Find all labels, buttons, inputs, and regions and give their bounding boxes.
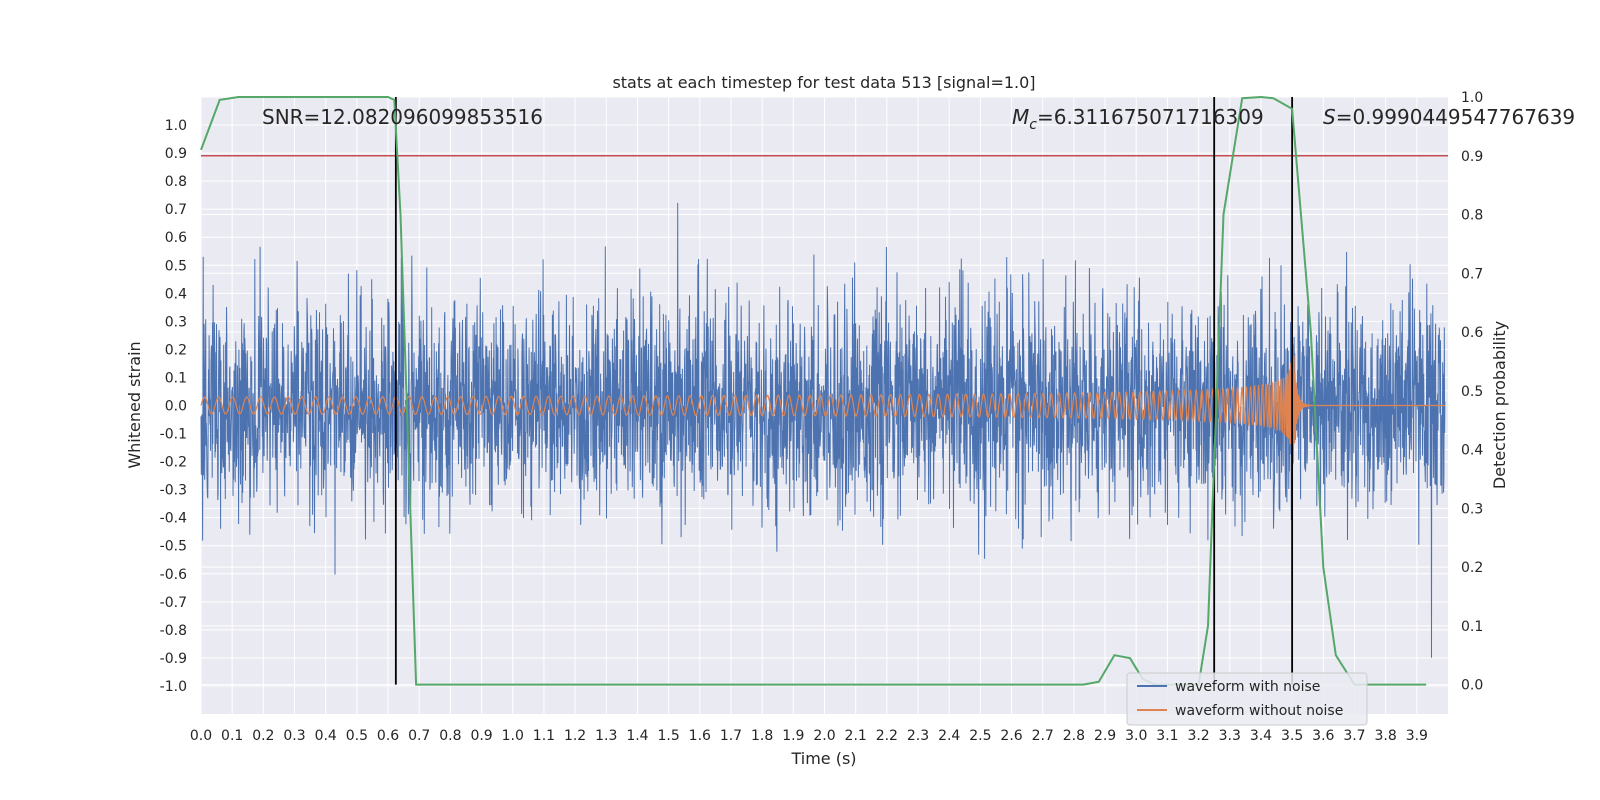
x-tick-label: 1.8 — [751, 728, 773, 744]
y-tick-label: 0.9 — [165, 146, 187, 162]
x-tick-label: 2.6 — [1000, 728, 1022, 744]
x-tick-label: 1.4 — [626, 728, 648, 744]
x-tick-label: 1.1 — [533, 728, 555, 744]
y2-tick-label: 0.9 — [1461, 149, 1483, 165]
y-tick-label: 0.5 — [165, 258, 187, 274]
x-tick-label: 0.7 — [408, 728, 430, 744]
y2-axis-label: Detection probability — [1490, 321, 1509, 489]
x-tick-label: 0.1 — [221, 728, 243, 744]
chirp-mass-subscript: c — [1029, 117, 1037, 133]
x-tick-label: 0.9 — [470, 728, 492, 744]
x-tick-label: 2.8 — [1063, 728, 1085, 744]
x-tick-label: 2.5 — [969, 728, 991, 744]
y-tick-label: -0.8 — [160, 623, 187, 639]
y-tick-label: 0.1 — [165, 370, 187, 386]
y-tick-label: 0.8 — [165, 174, 187, 190]
x-tick-label: 3.1 — [1156, 728, 1178, 744]
chirp-mass-value: =6.311675071716309 — [1037, 105, 1264, 129]
x-tick-label: 3.4 — [1250, 728, 1272, 744]
x-tick-label: 0.2 — [252, 728, 274, 744]
y2-tick-label: 1.0 — [1461, 90, 1483, 106]
x-tick-label: 2.3 — [907, 728, 929, 744]
y-tick-label: -0.1 — [160, 427, 187, 443]
chirp-mass-symbol: M — [1012, 105, 1029, 129]
x-tick-label: 2.2 — [876, 728, 898, 744]
y2-tick-label: 0.3 — [1461, 501, 1483, 517]
chirp-trace — [200, 344, 1445, 490]
x-tick-label: 0.6 — [377, 728, 399, 744]
y-tick-label: 0.6 — [165, 230, 187, 246]
legend-box — [1126, 672, 1368, 726]
x-tick-label: 3.6 — [1312, 728, 1334, 744]
x-tick-label: 3.7 — [1343, 728, 1365, 744]
y2-tick-label: 0.1 — [1461, 619, 1483, 635]
x-tick-label: 0.5 — [346, 728, 368, 744]
x-axis-label: Time (s) — [790, 749, 856, 768]
vertical-markers — [394, 97, 1294, 685]
y-tick-label: 0.0 — [165, 399, 187, 415]
y2-tick-label: 0.2 — [1461, 560, 1483, 576]
snr-annotation: SNR=12.082096099853516 — [262, 105, 543, 129]
y-tick-label: -0.6 — [160, 567, 187, 583]
y-tick-label: 0.2 — [165, 342, 187, 358]
y-tick-label: -1.0 — [160, 679, 187, 695]
x-tick-label: 0.4 — [315, 728, 337, 744]
x-tick-label: 2.4 — [938, 728, 960, 744]
y2-tick-label: 0.5 — [1461, 384, 1483, 400]
x-tick-labels: 0.0 0.1 0.2 0.3 0.4 0.5 0.6 0.7 0.8 0.9 1.0 1.1 1.2 1… — [190, 728, 1428, 744]
legend-label-noise: waveform with noise — [1175, 679, 1320, 695]
series-waveform-without-noise — [200, 344, 1445, 490]
y-tick-label: -0.3 — [160, 483, 187, 499]
x-tick-label: 3.5 — [1281, 728, 1303, 744]
chirp-mass-annotation: Mc=6.311675071716309 — [1012, 105, 1264, 133]
y2-tick-label: 0.4 — [1461, 443, 1483, 459]
x-tick-label: 1.7 — [720, 728, 742, 744]
x-tick-label: 0.0 — [190, 728, 212, 744]
x-tick-label: 1.0 — [502, 728, 524, 744]
x-tick-label: 3.9 — [1406, 728, 1428, 744]
x-tick-label: 1.5 — [657, 728, 679, 744]
x-tick-label: 1.9 — [782, 728, 804, 744]
score-symbol: S — [1323, 105, 1336, 129]
y-tick-label: -0.7 — [160, 595, 187, 611]
score-annotation: S=0.9990449547767639 — [1323, 105, 1575, 129]
legend: waveform with noise waveform without noi… — [1126, 672, 1368, 726]
y2-tick-label: 0.7 — [1461, 266, 1483, 282]
x-tick-label: 3.0 — [1125, 728, 1147, 744]
x-tick-label: 2.9 — [1094, 728, 1116, 744]
x-tick-label: 1.2 — [564, 728, 586, 744]
x-tick-label: 3.8 — [1375, 728, 1397, 744]
x-tick-label: 2.0 — [813, 728, 835, 744]
y-tick-label: 0.3 — [165, 314, 187, 330]
y-tick-label: -0.5 — [160, 539, 187, 555]
y2-tick-labels: 1.0 0.9 0.8 0.7 0.6 0.5 0.4 0.3 0.2 0.1 0.0 — [1461, 90, 1483, 694]
y-tick-label: -0.2 — [160, 455, 187, 471]
x-tick-label: 1.3 — [595, 728, 617, 744]
score-value: =0.9990449547767639 — [1336, 105, 1575, 129]
y2-tick-label: 0.6 — [1461, 325, 1483, 341]
x-tick-label: 2.1 — [845, 728, 867, 744]
x-tick-label: 0.3 — [283, 728, 305, 744]
x-tick-label: 3.3 — [1219, 728, 1241, 744]
x-tick-label: 3.2 — [1187, 728, 1209, 744]
x-tick-label: 2.7 — [1032, 728, 1054, 744]
x-tick-label: 1.6 — [689, 728, 711, 744]
y-tick-label: 0.7 — [165, 202, 187, 218]
x-tick-label: 0.8 — [439, 728, 461, 744]
y-tick-label: -0.4 — [160, 511, 187, 527]
y-tick-label: 1.0 — [165, 118, 187, 134]
chart-title: stats at each timestep for test data 513… — [612, 73, 1035, 92]
y-tick-labels: 1.0 0.9 0.8 0.7 0.6 0.5 0.4 0.3 0.2 0.1 0.0 -0.1 -0.… — [160, 118, 187, 695]
y-tick-label: 0.4 — [165, 286, 187, 302]
legend-label-clean: waveform without noise — [1175, 703, 1343, 719]
y2-tick-label: 0.8 — [1461, 208, 1483, 224]
y-tick-label: -0.9 — [160, 651, 187, 667]
y2-tick-label: 0.0 — [1461, 678, 1483, 694]
y-axis-label: Whitened strain — [125, 341, 144, 468]
